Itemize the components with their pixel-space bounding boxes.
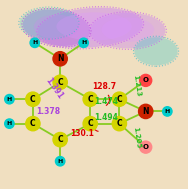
Circle shape bbox=[112, 116, 127, 131]
Text: C: C bbox=[87, 95, 93, 104]
Text: O: O bbox=[143, 77, 149, 83]
Circle shape bbox=[83, 92, 97, 106]
Text: N: N bbox=[57, 54, 63, 63]
Text: C: C bbox=[57, 78, 63, 87]
Circle shape bbox=[30, 38, 39, 47]
Ellipse shape bbox=[38, 8, 143, 48]
Circle shape bbox=[163, 107, 172, 116]
Text: 1.205: 1.205 bbox=[132, 126, 141, 149]
Text: O: O bbox=[143, 144, 149, 150]
Ellipse shape bbox=[34, 15, 79, 39]
Ellipse shape bbox=[102, 17, 154, 42]
Circle shape bbox=[112, 92, 127, 106]
Text: H: H bbox=[165, 109, 170, 114]
Text: H: H bbox=[32, 40, 37, 45]
Text: C: C bbox=[117, 119, 122, 128]
Circle shape bbox=[53, 132, 67, 147]
Text: 1.378: 1.378 bbox=[36, 107, 60, 116]
Text: C: C bbox=[30, 95, 36, 104]
Circle shape bbox=[139, 104, 153, 119]
Circle shape bbox=[140, 74, 152, 86]
Circle shape bbox=[53, 52, 67, 66]
Circle shape bbox=[55, 156, 65, 166]
Circle shape bbox=[26, 92, 40, 106]
Circle shape bbox=[26, 116, 40, 131]
Ellipse shape bbox=[20, 8, 78, 38]
Circle shape bbox=[5, 94, 14, 104]
Ellipse shape bbox=[90, 13, 165, 48]
Text: H: H bbox=[81, 40, 86, 45]
Ellipse shape bbox=[23, 9, 90, 46]
Text: 128.7: 128.7 bbox=[92, 82, 116, 91]
Text: 130.1: 130.1 bbox=[70, 129, 94, 139]
Circle shape bbox=[83, 116, 97, 131]
Text: H: H bbox=[7, 97, 12, 102]
Text: C: C bbox=[117, 95, 122, 104]
Text: C: C bbox=[57, 135, 63, 144]
Circle shape bbox=[140, 141, 152, 153]
Text: 1.213: 1.213 bbox=[132, 74, 141, 97]
Circle shape bbox=[53, 75, 67, 89]
Circle shape bbox=[5, 119, 14, 128]
Text: 1.494: 1.494 bbox=[94, 114, 118, 122]
Text: N: N bbox=[143, 107, 149, 116]
Text: 1.391: 1.391 bbox=[43, 76, 64, 100]
Ellipse shape bbox=[134, 37, 178, 65]
Text: H: H bbox=[7, 121, 12, 126]
Text: 1.474: 1.474 bbox=[94, 97, 118, 106]
Text: C: C bbox=[30, 119, 36, 128]
Text: C: C bbox=[87, 119, 93, 128]
Text: H: H bbox=[58, 159, 63, 164]
Ellipse shape bbox=[56, 12, 132, 41]
Circle shape bbox=[79, 38, 88, 47]
